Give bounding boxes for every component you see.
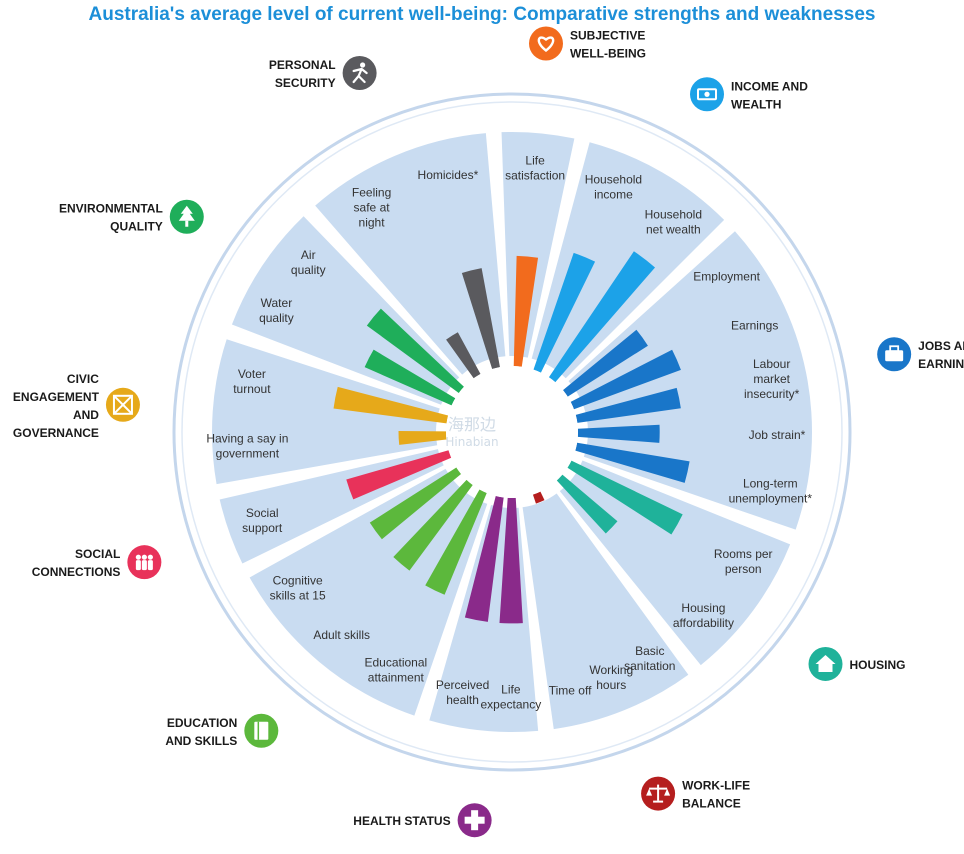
dimension-label-civic-engagement-and-governance: CIVIC ENGAGEMENT AND GOVERNANCE [13, 372, 100, 440]
bar-working-hours [532, 491, 545, 504]
bar-job-strain [577, 424, 660, 443]
indicator-label: Rooms per person [714, 547, 773, 576]
bar-perceived-health [464, 495, 504, 622]
sector-personal-security [315, 133, 506, 375]
bar-water-quality [364, 349, 456, 406]
dimension-label-health-status: HEALTH STATUS [353, 814, 450, 828]
chart-title: Australia's average level of current wel… [88, 4, 876, 25]
indicator-label: Feeling safe at night [352, 185, 391, 229]
scales-icon [641, 776, 676, 811]
briefcase-icon [877, 337, 912, 372]
book-icon [244, 713, 279, 748]
indicator-label: Working hours [589, 663, 633, 692]
bar-adult-skills [393, 479, 473, 571]
indicator-label: Time off [549, 684, 592, 698]
indicator-label: Long-term unemployment* [729, 477, 813, 506]
indicator-label: Life expectancy [480, 682, 541, 711]
dimension-label-education-and-skills: EDUCATION AND SKILLS [165, 716, 237, 748]
bar-rooms-per-person [567, 460, 683, 535]
health-cross-icon [457, 803, 492, 838]
bar-cognitive-skills-at-15 [369, 467, 462, 540]
sector-civic-engagement-and-governance [212, 339, 440, 485]
heart-icon [528, 26, 563, 61]
bar-household-net-wealth [548, 251, 656, 383]
indicator-label: Basic sanitation [624, 644, 675, 673]
dimension-label-environmental-quality: ENVIRONMENTAL QUALITY [59, 202, 163, 234]
indicator-label: Educational attainment [364, 656, 427, 685]
indicator-label: Cognitive skills at 15 [270, 573, 326, 602]
bar-feeling-safe-at-night [446, 332, 481, 379]
indicator-label: Homicides* [418, 168, 479, 182]
bar-voter-turnout [333, 386, 449, 424]
ballot-icon [105, 387, 140, 422]
indicator-label: Job strain* [749, 428, 806, 442]
bar-employment [563, 329, 648, 397]
indicator-label: Household net wealth [645, 207, 702, 236]
indicator-label: Voter turnout [233, 367, 271, 396]
indicator-label: Household income [585, 173, 642, 202]
bar-earnings [570, 349, 681, 410]
indicator-label: Water quality [259, 296, 294, 325]
indicator-label: Social support [242, 506, 283, 535]
dimension-label-social-connections: SOCIAL CONNECTIONS [32, 547, 121, 579]
dimension-label-personal-security: PERSONAL SECURITY [269, 58, 336, 90]
bar-life-expectancy [499, 497, 523, 624]
money-icon [690, 77, 724, 112]
bar-air-quality [366, 308, 464, 393]
bar-labour-market-insecurity [575, 387, 681, 423]
running-person-icon [342, 56, 377, 91]
bar-housing-affordability [556, 474, 618, 534]
watermark-subtext: Hinabian [445, 435, 498, 449]
indicator-label: Adult skills [313, 628, 370, 642]
dimension-label-income-and-wealth: INCOME AND WEALTH [731, 79, 808, 111]
house-icon [808, 646, 843, 681]
bar-household-income [533, 252, 596, 373]
bar-long-term-unemployment [575, 442, 690, 483]
indicator-label: Employment [693, 270, 760, 284]
bar-homicides [461, 268, 500, 370]
center-hole [446, 366, 578, 498]
indicator-label: Labour market insecurity* [744, 357, 800, 401]
sector-environmental-quality [231, 216, 460, 405]
indicator-label: Having a say in government [206, 431, 288, 460]
dimension-label-jobs-and-earnings: JOBS ANDEARNINGS [918, 339, 964, 371]
bar-having-a-say-in-government [398, 431, 447, 445]
dimension-label-work-life-balance: WORK-LIFE BALANCE [682, 779, 750, 811]
indicator-label: Perceived health [436, 678, 489, 707]
sector-housing [559, 460, 791, 666]
watermark-text: 海那边 [448, 415, 496, 434]
bar-life-satisfaction [513, 255, 539, 367]
dimension-label-housing: HOUSING [850, 658, 906, 672]
indicator-label: Life satisfaction [505, 154, 565, 183]
tree-icon [169, 199, 204, 234]
sector-work-life-balance [522, 493, 689, 730]
indicator-label: Earnings [731, 318, 778, 332]
bar-social-support [346, 450, 452, 500]
bar-educational-attainment [425, 489, 487, 595]
indicator-label: Housing affordability [673, 601, 734, 630]
people-icon [127, 545, 162, 580]
indicator-label: Air quality [291, 248, 326, 277]
dimension-label-subjective-well-being: SUBJECTIVE WELL-BEING [570, 28, 646, 60]
